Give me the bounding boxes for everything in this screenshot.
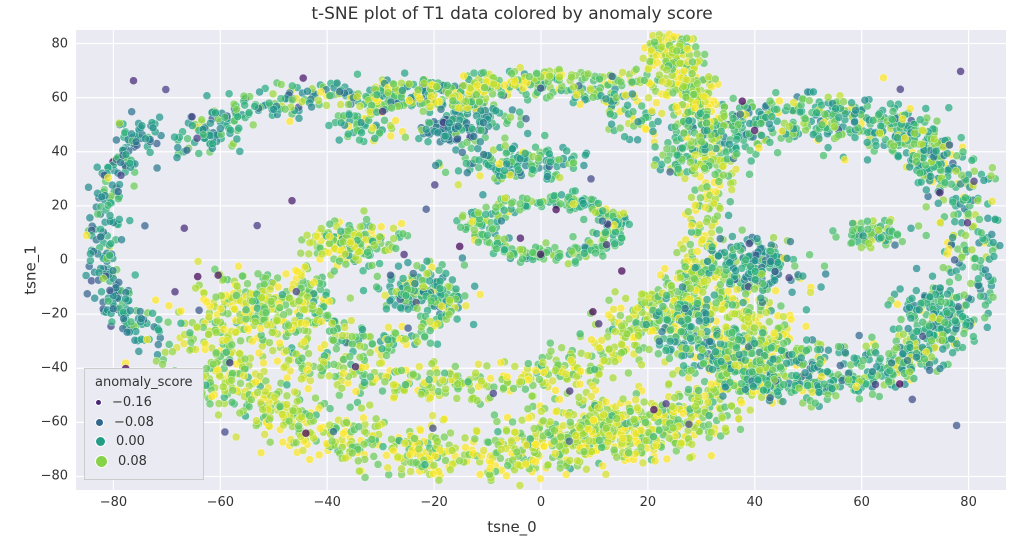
x-tick: 20 xyxy=(640,495,657,510)
y-tick: −60 xyxy=(34,415,68,430)
legend-item: 0.08 xyxy=(95,452,193,472)
x-axis-label: tsne_0 xyxy=(0,518,1024,536)
y-tick: 20 xyxy=(34,198,68,213)
y-tick: 80 xyxy=(34,36,68,51)
legend-label: −0.16 xyxy=(112,393,152,413)
legend-label: 0.08 xyxy=(118,452,147,472)
legend-item: −0.08 xyxy=(95,413,193,433)
y-tick: 60 xyxy=(34,90,68,105)
x-tick: 80 xyxy=(960,495,977,510)
y-tick: 40 xyxy=(34,144,68,159)
y-tick: −20 xyxy=(34,307,68,322)
legend: anomaly_score −0.16−0.080.000.08 xyxy=(84,368,204,480)
scatter-svg xyxy=(76,30,1006,490)
x-tick: −80 xyxy=(100,495,127,510)
legend-swatch-icon xyxy=(95,436,106,447)
y-tick: −80 xyxy=(34,469,68,484)
legend-swatch-icon xyxy=(95,418,104,427)
x-tick: −40 xyxy=(313,495,340,510)
x-tick: 60 xyxy=(853,495,870,510)
x-tick: −20 xyxy=(420,495,447,510)
y-tick: 0 xyxy=(34,253,68,268)
x-tick: −60 xyxy=(207,495,234,510)
legend-swatch-icon xyxy=(95,455,108,468)
chart-title: t-SNE plot of T1 data colored by anomaly… xyxy=(0,4,1024,24)
legend-label: −0.08 xyxy=(114,413,154,433)
chart-container: t-SNE plot of T1 data colored by anomaly… xyxy=(0,0,1024,540)
y-tick: −40 xyxy=(34,361,68,376)
legend-title: anomaly_score xyxy=(95,375,193,390)
legend-item: −0.16 xyxy=(95,393,193,413)
legend-swatch-icon xyxy=(95,399,102,406)
legend-label: 0.00 xyxy=(116,432,145,452)
x-tick: 40 xyxy=(747,495,764,510)
plot-area xyxy=(76,30,1006,490)
x-tick: 0 xyxy=(537,495,545,510)
legend-item: 0.00 xyxy=(95,432,193,452)
